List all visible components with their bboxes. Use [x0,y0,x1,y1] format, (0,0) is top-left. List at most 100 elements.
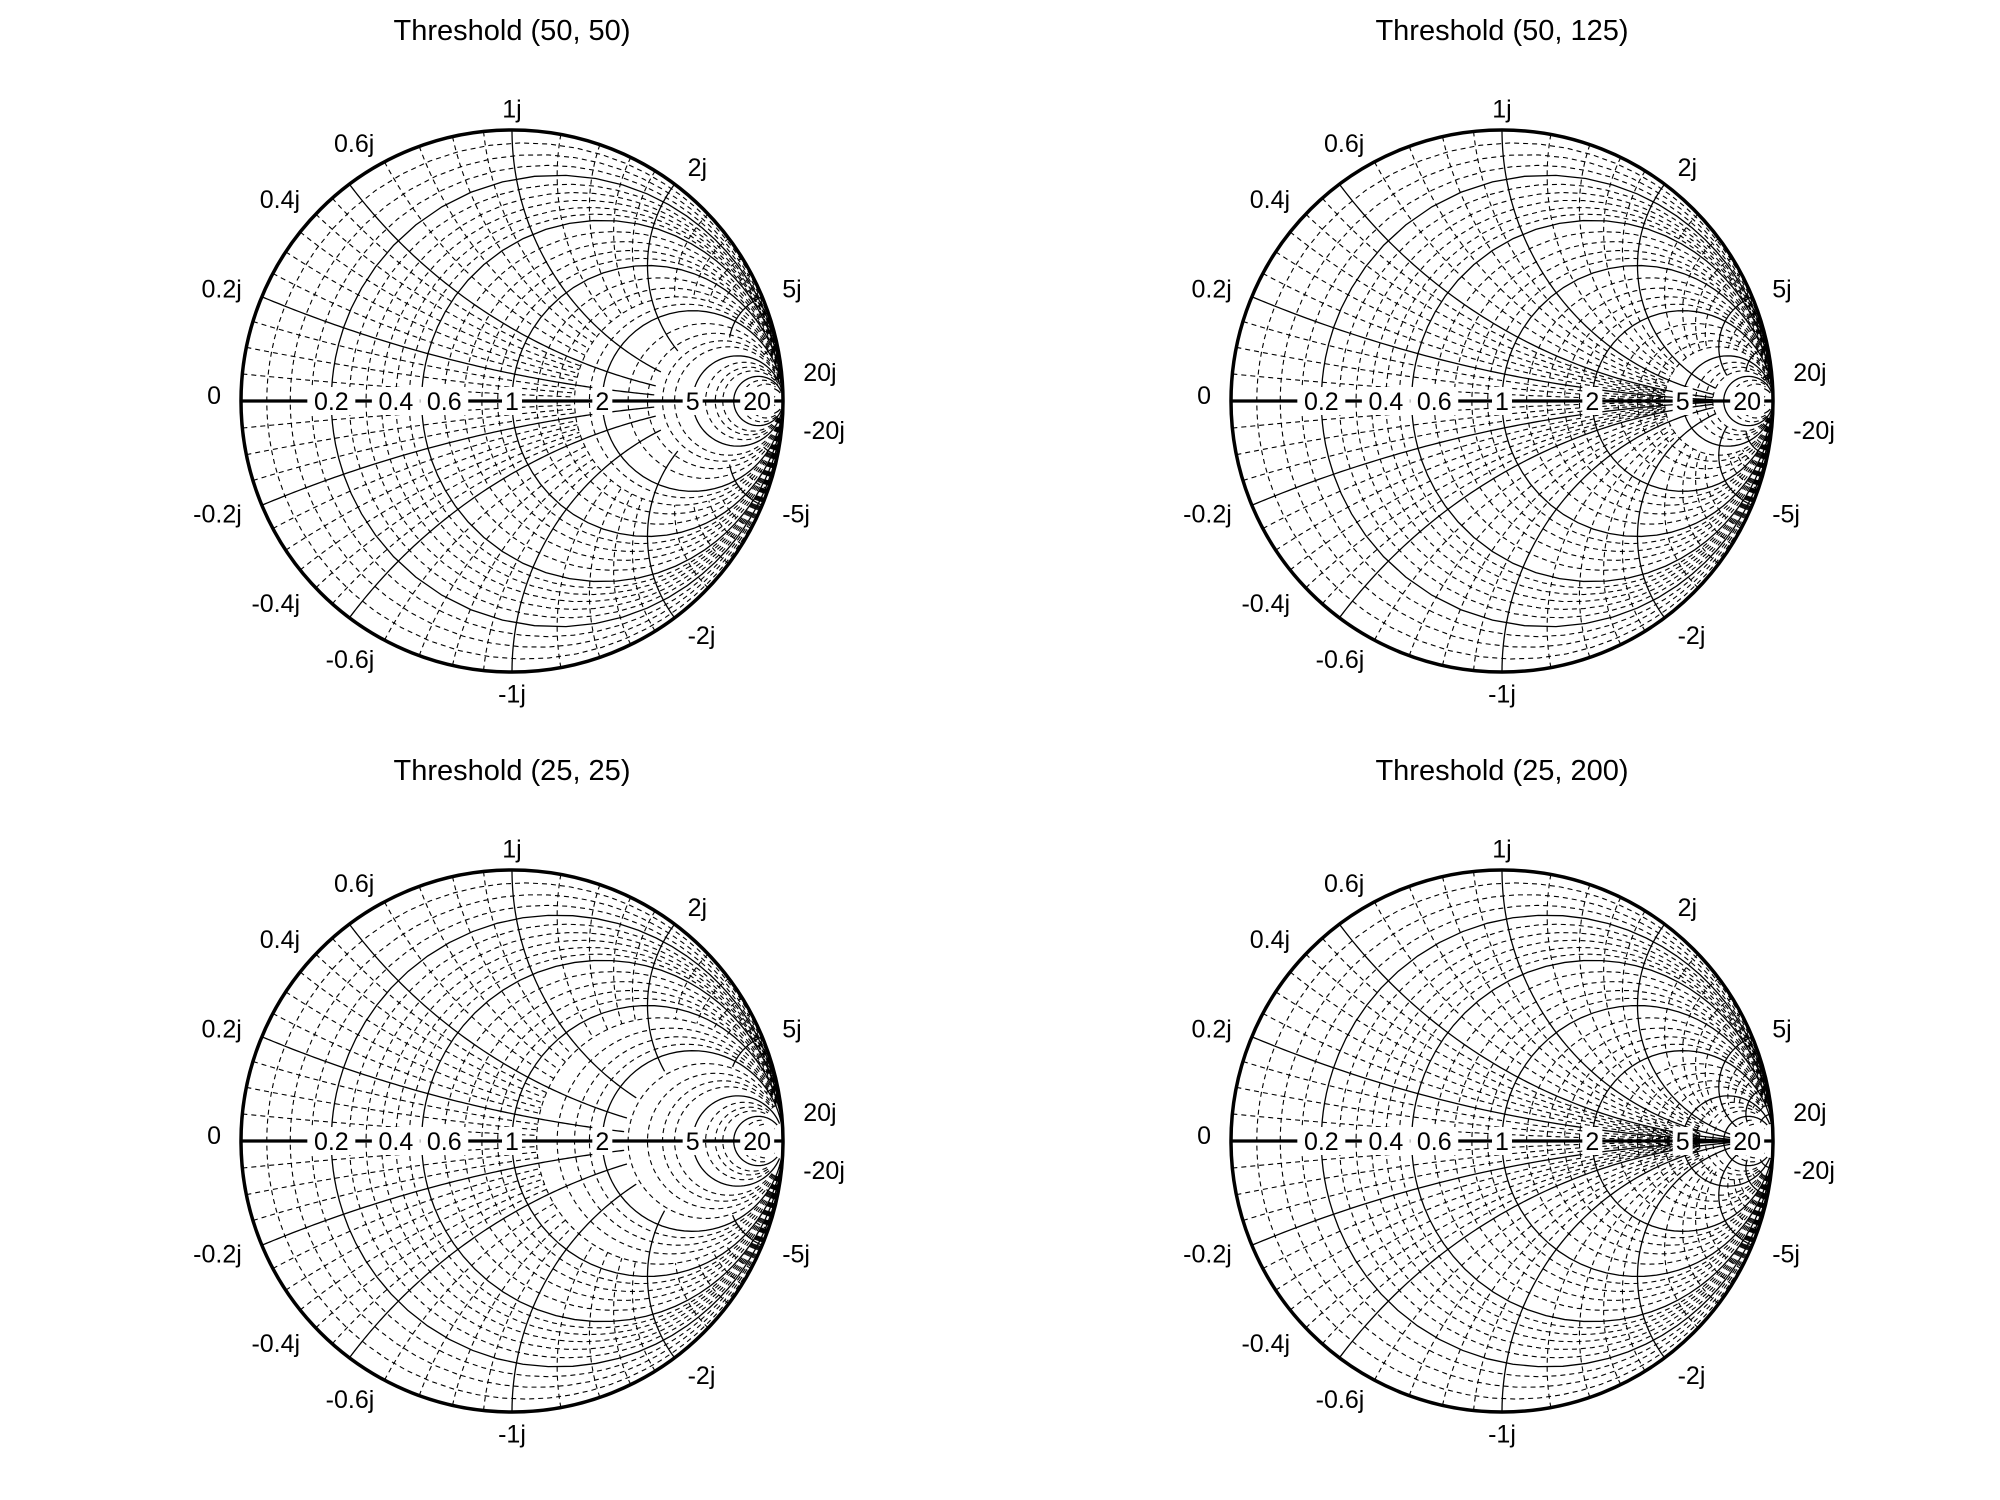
reactance-arc-minor [631,910,656,1021]
reactance-arc-minor [556,1244,594,1408]
imag-tick-label: 0.2j [201,1015,241,1043]
imag-tick-label: 20j [1793,1099,1826,1127]
real-tick-label-bg [1672,1127,1693,1155]
reactance-arc-minor [1682,1166,1720,1305]
reactance-arc-minor [1236,1086,1700,1141]
reactance-arc-minor [613,1258,632,1385]
imag-tick-label: 5j [1772,275,1791,303]
reactance-arc-minor [1262,1142,1700,1270]
reactance-arc-minor [708,257,743,302]
reactance-arc-major [348,923,628,1119]
resistance-circle-minor [714,366,779,436]
reactance-arc-minor [1603,1155,1704,1385]
reactance-arc-minor [1441,417,1668,666]
reactance-arc-major [646,1210,676,1359]
resistance-circle-minor [1578,303,1772,499]
reactance-arc-minor [299,231,579,374]
reactance-arc-major [1338,403,1714,619]
real-tick-label: 1 [505,388,519,416]
reactance-arc-minor [418,146,589,350]
smith-chart-panel-4: 0.2 0.4 0.6 1 2 5 20 0 0.2j 0.4j 0.6j 1j 2j 5j 20j -20j… [1183,755,1835,1449]
imag-tick-label: -2j [1678,622,1706,650]
reactance-arc-minor [674,505,709,589]
real-tick-label-bg [1492,1127,1512,1155]
reactance-arc-major [728,296,763,338]
real-tick-label: 20 [1733,1128,1761,1156]
reactance-arc-minor [1621,910,1705,1125]
real-tick-label-bg [1361,1127,1410,1155]
reactance-arc-minor [1695,257,1733,351]
imag-tick-label: 0.4j [260,186,300,214]
imag-tick-label: 5j [1772,1015,1791,1043]
reactance-arc-minor [252,412,576,482]
reactance-arc-minor [285,1173,542,1291]
imag-tick-label: -1j [498,681,526,709]
reactance-arc-minor [674,1263,709,1329]
real-tick-label: 0.4 [378,388,413,416]
imag-tick-label: 5j [782,275,801,303]
reactance-arc-major [1251,401,1713,506]
reactance-arc-major [728,464,763,506]
reactance-arc-minor [1733,1064,1763,1105]
reactance-arc-minor [1373,161,1667,389]
imag-tick-label: -0.6j [1316,646,1365,674]
reactance-arc-major [261,1036,625,1133]
chart-title: Threshold (25, 25) [394,755,631,787]
reactance-arc-minor [272,420,577,530]
reactance-arc-minor [1473,419,1669,671]
imag-tick-label: 0.4j [1250,926,1290,954]
reactance-arc-minor [272,272,577,382]
imag-tick-label: 0.2j [201,275,241,303]
imag-tick-label: -0.4j [251,590,300,618]
reactance-arc-minor [315,953,545,1099]
reactance-arc-major [1338,1141,1734,1359]
reactance-arc-major [348,183,656,387]
resistance-circle-minor [365,932,781,1350]
reactance-arc-minor [1408,146,1667,387]
imag-tick-label: -0.6j [1316,1386,1365,1414]
imag-tick-label: 20j [1793,359,1826,387]
resistance-circle-minor [1712,370,1769,432]
reactance-arc-minor [285,991,542,1109]
imag-tick-label: -0.4j [1241,590,1290,618]
reactance-arc-minor [1262,1012,1700,1140]
resistance-circle-minor [1453,981,1770,1301]
reactance-arc-minor [246,346,575,394]
reactance-arc-minor [418,452,589,656]
reactance-arc-minor [1664,953,1708,1120]
reactance-arc-minor [1664,1162,1708,1329]
real-tick-label-bg [1492,387,1512,415]
reactance-arc-minor [383,1203,554,1381]
real-tick-label: 2 [1585,388,1599,416]
reactance-arc-minor [1546,425,1671,668]
reactance-arc-minor [1321,410,1666,605]
real-tick-label: 0.6 [427,1128,462,1156]
imag-tick-label: 0.6j [1324,130,1364,158]
reactance-arc-minor [588,1252,609,1398]
reactance-arc-minor [272,1012,540,1114]
real-tick-label: 1 [1495,1128,1509,1156]
reactance-arc-minor [483,131,598,337]
real-tick-label-bg [307,1127,356,1155]
imag-tick-label: 1j [1492,835,1511,863]
resistance-circle-minor [1704,366,1769,436]
real-tick-label: 1 [1495,388,1509,416]
reactance-arc-minor [331,1188,547,1345]
reactance-arc-minor [588,487,622,658]
smith-chart-panel-2: 0.2 0.4 0.6 1 2 5 20 0 0.2j 0.4j 0.6j 1j 2j 5j 20j -20j… [1183,15,1835,709]
reactance-arc-minor [1695,451,1733,545]
reactance-arc-minor [1603,897,1704,1127]
reactance-arc-minor [1236,346,1665,400]
reactance-arc-minor [1682,237,1720,354]
real-tick-label: 0.4 [1368,1128,1403,1156]
real-tick-label-bg [592,1127,613,1155]
reactance-arc-minor [1578,1153,1703,1398]
chart-title: Threshold (50, 50) [394,15,631,47]
resistance-circle-minor [1664,346,1771,456]
reactance-arc-minor [696,977,730,1024]
reactance-arc-minor [1621,435,1678,632]
real-tick-label-bg [592,387,613,415]
real-tick-label: 1 [505,1128,519,1156]
reactance-arc-minor [315,1183,545,1329]
imag-tick-label: 5j [782,1015,801,1043]
